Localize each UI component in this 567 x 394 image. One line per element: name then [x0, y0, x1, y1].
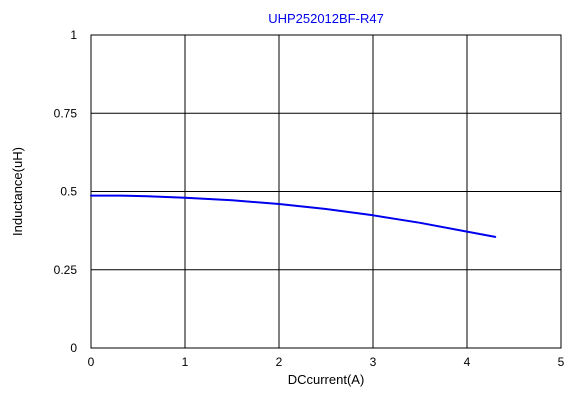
y-tick-label: 0.5 [60, 185, 77, 199]
x-tick-label: 5 [558, 355, 565, 369]
x-tick-label: 2 [276, 355, 283, 369]
plot-area-frame [90, 34, 562, 349]
y-axis-ticks: 0 0.25 0.5 0.75 1 [54, 28, 78, 355]
y-axis-title: Inductance(uH) [10, 147, 25, 236]
x-tick-label: 0 [88, 355, 95, 369]
x-axis-title: DCcurrent(A) [288, 372, 365, 387]
x-axis-ticks: 0 1 2 3 4 5 [88, 355, 565, 369]
x-tick-label: 3 [370, 355, 377, 369]
y-tick-label: 0 [70, 341, 77, 355]
y-tick-label: 0.75 [54, 106, 78, 120]
grid-layer [90, 34, 562, 349]
chart-title: UHP252012BF-R47 [268, 11, 384, 26]
y-tick-label: 1 [70, 28, 77, 42]
y-tick-label: 0.25 [54, 263, 78, 277]
inductance-series-line [90, 194, 497, 238]
x-tick-label: 1 [182, 355, 189, 369]
x-tick-label: 4 [464, 355, 471, 369]
series-layer [90, 194, 497, 238]
